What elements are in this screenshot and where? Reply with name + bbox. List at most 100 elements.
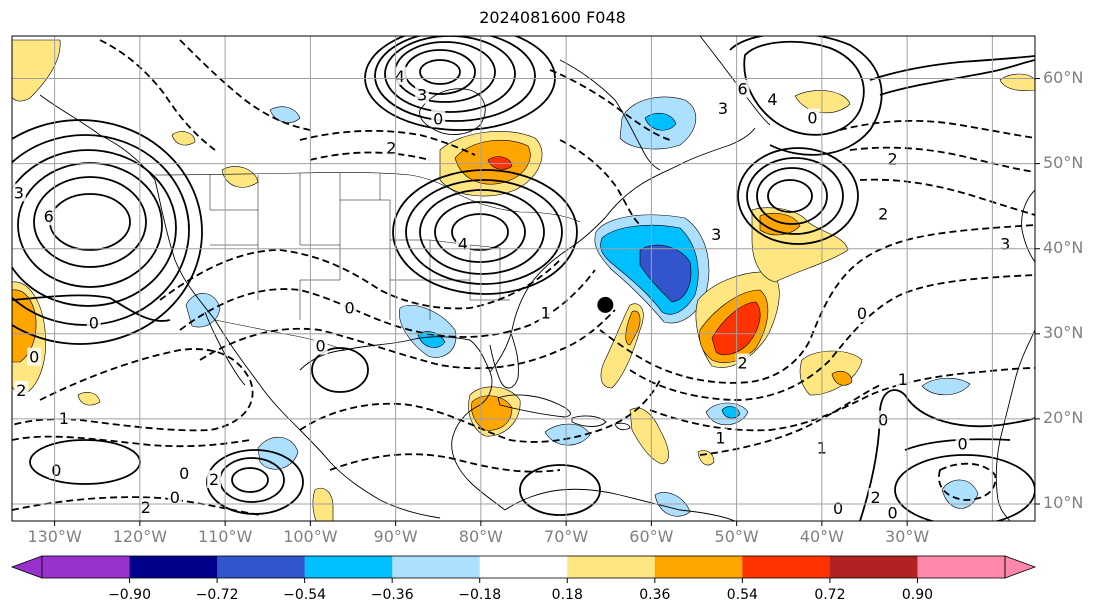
colorbar-segment (742, 556, 831, 578)
contour-label-background (876, 410, 891, 429)
dashed-atlantic-1 (599, 224, 1035, 384)
contour-label: 2 (888, 149, 898, 168)
contour-label-background (854, 304, 869, 323)
dashed-central-us-1 (159, 249, 561, 310)
contour-label: 0 (51, 461, 61, 480)
contour-label: 6 (44, 207, 54, 226)
contour-west-zero (12, 294, 171, 322)
contour-label-background (713, 428, 728, 447)
yellow-patch-caribbean (629, 407, 669, 465)
dashed-atlantic-3 (649, 367, 1035, 432)
medium-blue-labrador (644, 112, 677, 131)
lon-label-70w: 70°W (544, 527, 589, 546)
contour-label-background (868, 488, 883, 507)
contour-label-background (805, 108, 820, 127)
contour-label-background (86, 313, 101, 332)
blue-patch-southeast (941, 479, 979, 509)
contour-label: 2 (386, 138, 396, 157)
contour-label-background (765, 89, 780, 108)
contour-label: 2 (870, 488, 880, 507)
dashed-north-central (299, 129, 476, 156)
contour-label: 4 (767, 90, 777, 109)
plot-title: 2024081600 F048 (479, 8, 626, 27)
contour-label-background (955, 434, 970, 453)
dashed-subpolar-3 (859, 178, 1035, 216)
coastline-hudson-bay (419, 88, 486, 136)
contour-label: 0 (89, 314, 99, 333)
state-lines-central (340, 173, 431, 320)
colorbar-segment (917, 556, 1006, 578)
dashed-northwest-2 (179, 39, 311, 131)
contour-label-background (431, 109, 446, 128)
map-background (12, 36, 1035, 521)
coastline-south-america (504, 488, 736, 521)
lon-label-130w: 130°W (27, 527, 82, 546)
contour-label-background (384, 138, 399, 157)
yellow-patch-nw-corner (12, 39, 61, 102)
lat-label-50n: 50°N (1043, 152, 1084, 172)
lon-label-50w: 50°W (714, 527, 759, 546)
lat-label-30n: 30°N (1043, 322, 1084, 342)
contour-closed-mexico (311, 347, 369, 393)
dashed-tropics-1 (299, 379, 661, 443)
contour-label-background (313, 336, 328, 355)
contour-lines (12, 36, 1035, 521)
colorbar-frame (41, 555, 1006, 579)
contour-label-background (392, 66, 407, 85)
contour-label-background (735, 353, 750, 372)
contour-label: 3 (718, 99, 728, 118)
coastline-baja (204, 311, 246, 386)
axis-ticks (54, 78, 1040, 526)
graticule (12, 36, 1035, 521)
medium-blue-atlantic (721, 406, 741, 419)
contour-north-east (869, 55, 1035, 81)
state-borders (209, 173, 510, 320)
contour-label: 0 (807, 109, 817, 128)
contour-label: 0 (888, 503, 898, 522)
colorbar-segment (829, 556, 918, 578)
lon-label-120w: 120°W (112, 527, 168, 546)
contour-label-background (41, 207, 56, 226)
orange-patch-yucatan (471, 395, 513, 431)
colorbar-segment (479, 556, 568, 578)
contour-label: 0 (833, 499, 843, 518)
map-frame (11, 35, 1036, 522)
colorbar-tick-label: 0.72 (814, 587, 846, 603)
negative-contour-lines (12, 39, 1035, 516)
contour-high-great-lakes (392, 169, 578, 295)
contour-label-background (57, 408, 72, 427)
contour-label-background (876, 204, 891, 223)
contour-label: 3 (14, 183, 24, 202)
lat-label-10n: 10°N (1043, 492, 1084, 512)
contour-label: 2 (878, 205, 888, 224)
coastline-labrador (559, 59, 661, 171)
contour-label-background (49, 460, 64, 479)
contour-high-pacific (12, 119, 203, 345)
contour-label: 0 (433, 109, 443, 128)
contour-label: 0 (344, 298, 354, 317)
coastline-atlantic (489, 127, 756, 373)
colorbar-segment (217, 556, 306, 578)
lon-label-100w: 100°W (283, 527, 338, 546)
dashed-east-closed (938, 462, 997, 501)
contour-high-north-atlantic (729, 36, 883, 245)
contour-label-background (895, 369, 910, 388)
colorbar-tick-label: −0.18 (458, 587, 502, 603)
contour-north-east-2 (879, 59, 1035, 96)
dashed-mid-lat (559, 139, 641, 226)
lat-label-40n: 40°N (1043, 237, 1084, 257)
orange-patch-east-atlantic (831, 370, 853, 386)
colorbar-segment (304, 556, 393, 578)
contour-label: 4 (458, 234, 468, 253)
contour-label: 0 (179, 464, 189, 483)
contour-label: 0 (316, 337, 326, 356)
contour-label: 2 (141, 498, 151, 517)
colorbar-tick-label: 0.90 (901, 587, 934, 603)
colorbar-extend-min (10, 555, 43, 579)
dashed-central-us-3 (199, 309, 616, 370)
contour-label-background (207, 470, 222, 489)
colorbar-tick-label: −0.72 (195, 587, 239, 603)
contour-label-background (735, 79, 750, 98)
contour-label: 0 (857, 304, 867, 323)
contour-label: 3 (711, 225, 721, 244)
